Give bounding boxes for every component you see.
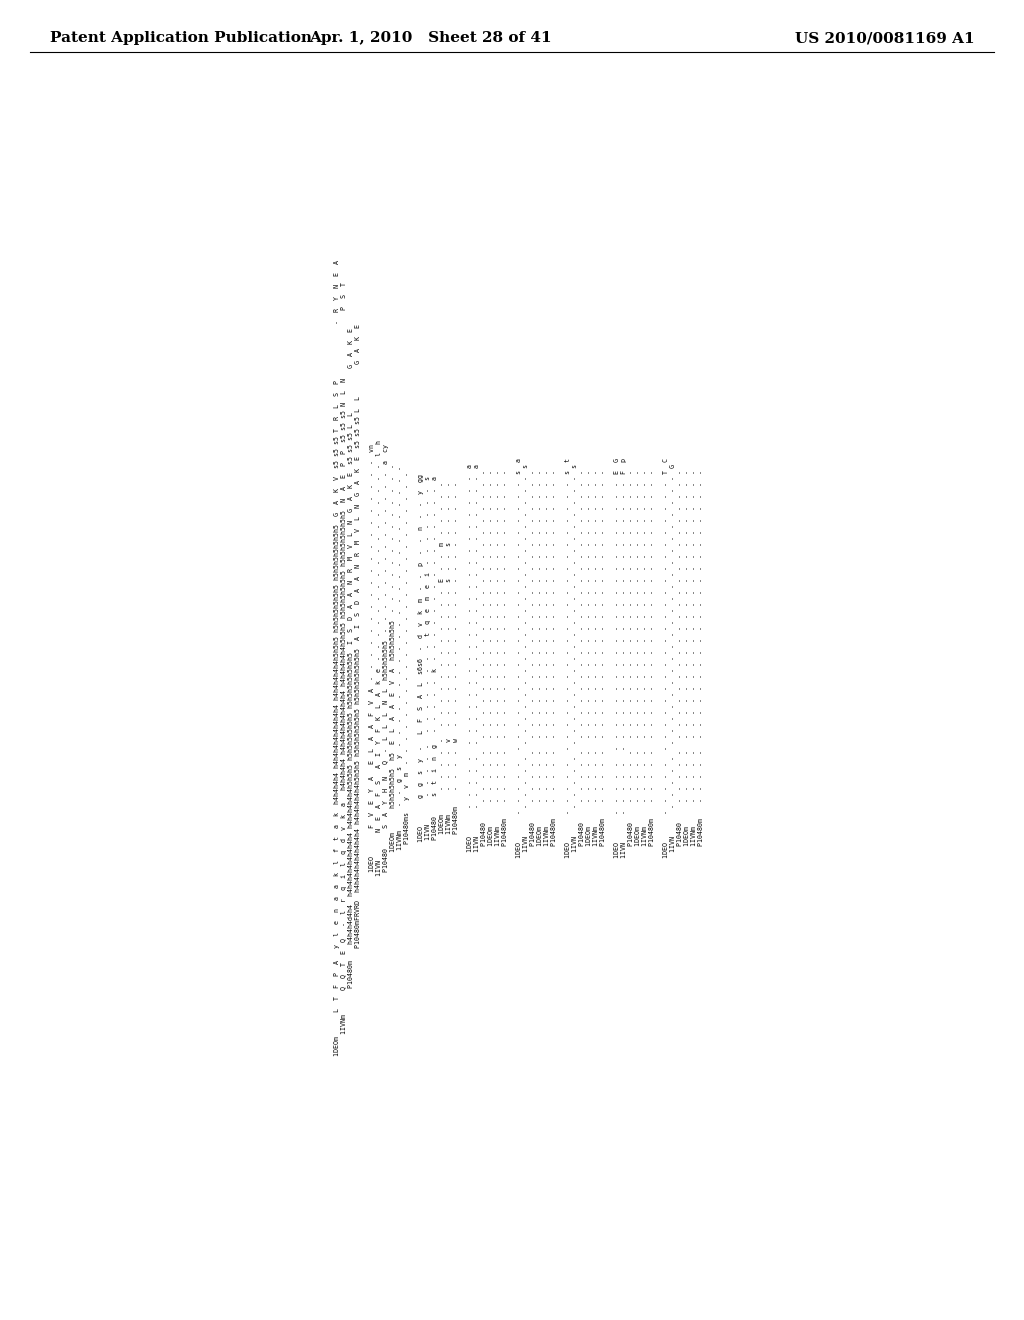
Text: Patent Application Publication: Patent Application Publication <box>50 30 312 45</box>
Text: Apr. 1, 2010   Sheet 28 of 41: Apr. 1, 2010 Sheet 28 of 41 <box>308 30 551 45</box>
Text: US 2010/0081169 A1: US 2010/0081169 A1 <box>796 30 975 45</box>
Text: 1DEOm      L  T  F  P  A   y  l  e  n  a  a  k  l  f  t  a  k  h4h4h4h4 h4h4h4h4: 1DEOm L T F P A y l e n a a k l f t a k … <box>334 260 705 1056</box>
